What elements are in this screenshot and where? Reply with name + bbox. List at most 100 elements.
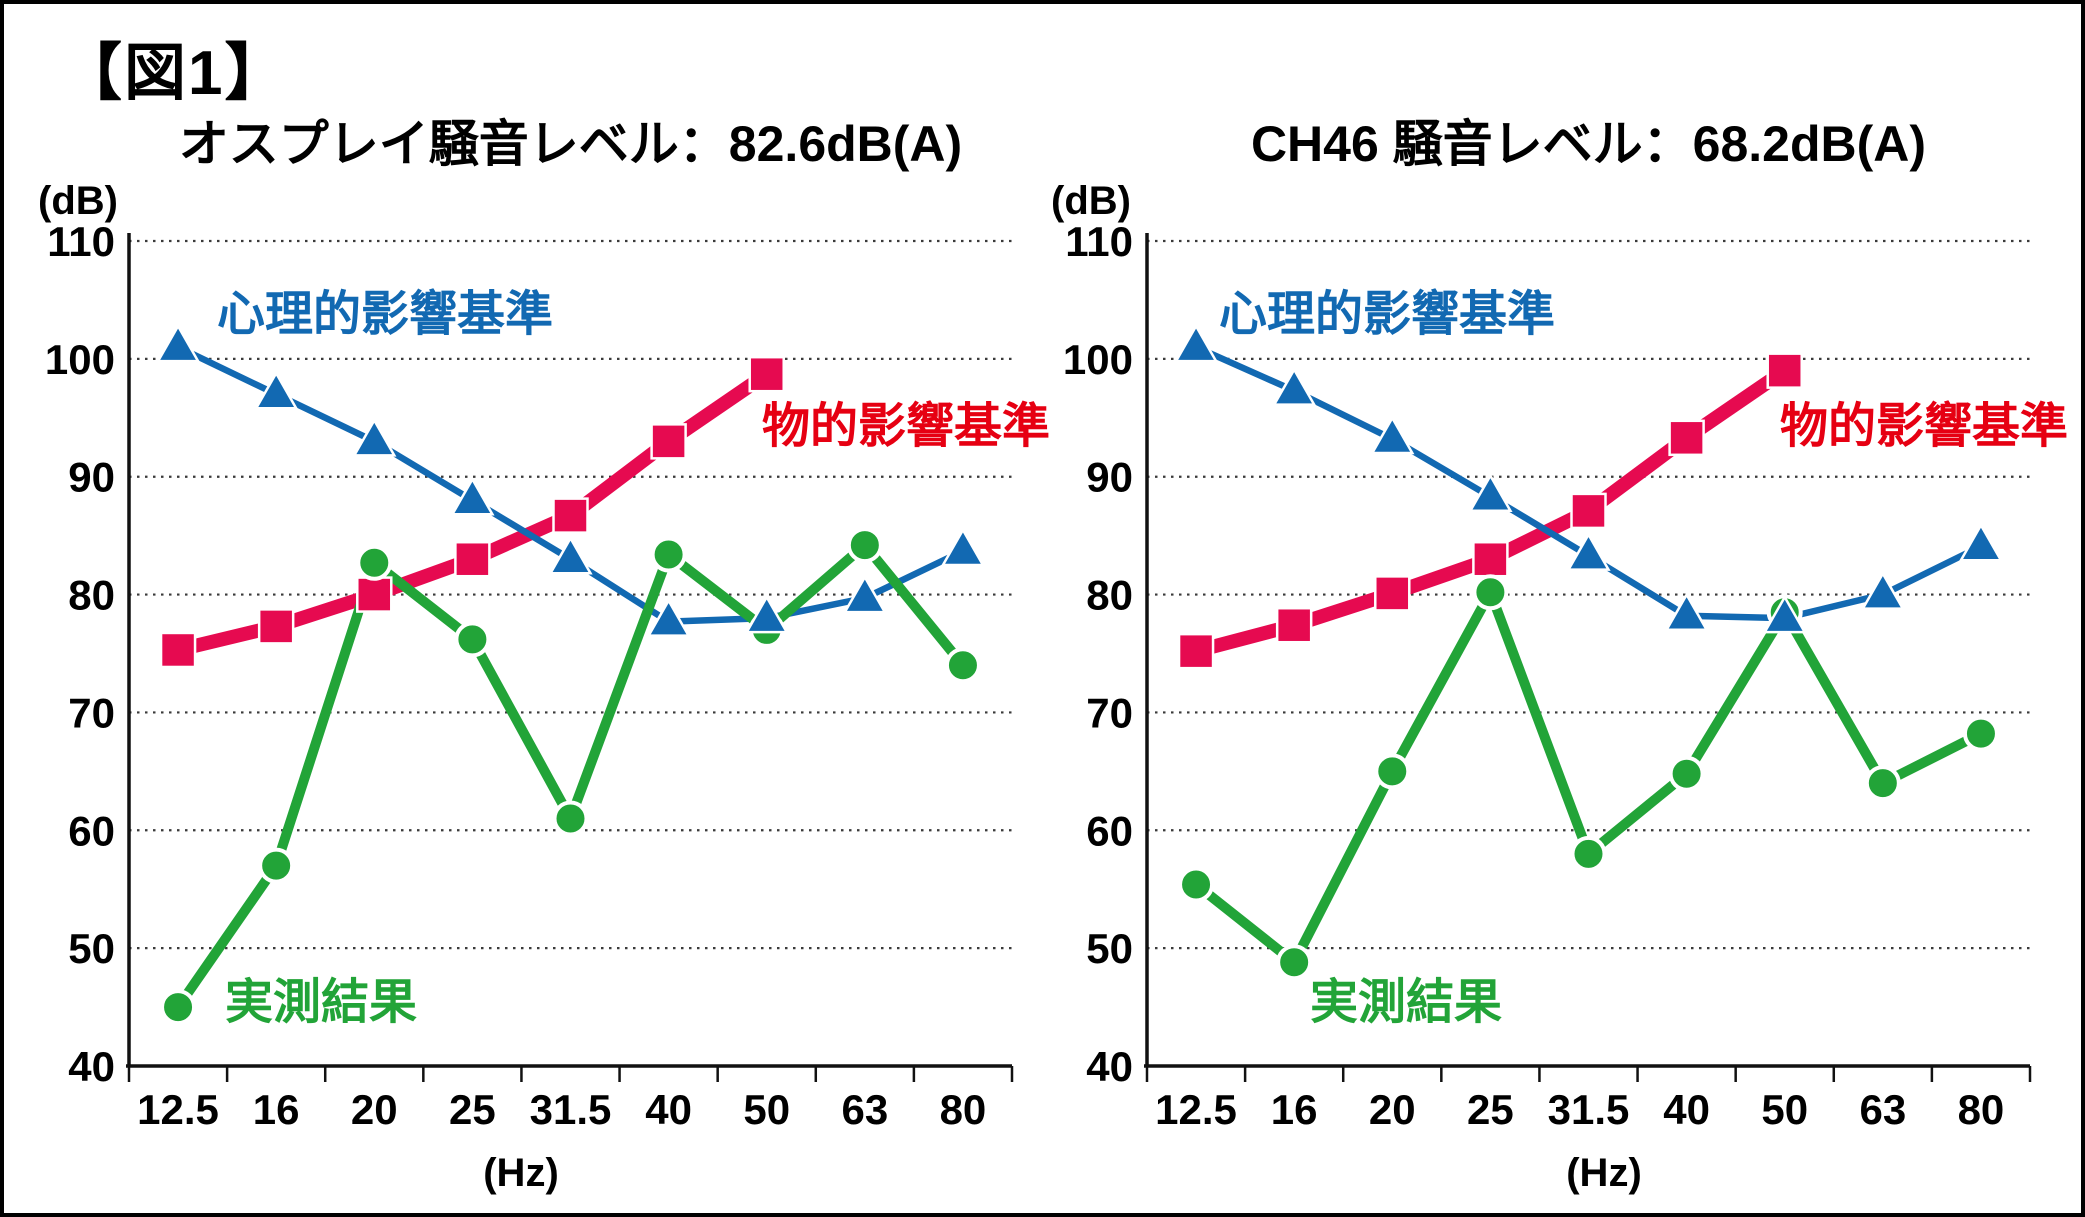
y-tick-label-110: 110 <box>1065 218 1133 265</box>
y-tick-label-50: 50 <box>1086 925 1133 972</box>
series-label-measured: 実測結果 <box>1310 976 1502 1029</box>
marker-psych-50 <box>744 594 789 634</box>
marker-phys-40 <box>650 423 687 460</box>
series-label-psych: 心理的影響基準 <box>217 287 553 341</box>
y-tick-label-80: 80 <box>68 572 115 619</box>
chart-title-osprey: オスプレイ騒音レベル：82.6dB(A) <box>178 116 963 172</box>
x-unit-label: (Hz) <box>483 1151 559 1195</box>
marker-phys-20 <box>356 576 393 613</box>
marker-psych-63 <box>842 574 887 614</box>
marker-measured-20 <box>1374 753 1411 790</box>
series-label-phys: 物的影響基準 <box>762 399 1050 453</box>
marker-measured-31.5 <box>1570 835 1607 872</box>
marker-measured-63 <box>846 527 883 564</box>
x-tick-label-31.5: 31.5 <box>1548 1086 1630 1133</box>
chart-0 <box>126 233 1014 1082</box>
marker-psych-20 <box>352 417 397 457</box>
marker-measured-16 <box>1276 944 1313 981</box>
y-tick-label-90: 90 <box>1086 454 1133 501</box>
marker-psych-25 <box>450 476 495 516</box>
x-tick-label-31.5: 31.5 <box>530 1086 612 1133</box>
x-tick-label-80: 80 <box>1958 1086 2005 1133</box>
marker-measured-16 <box>258 847 295 884</box>
x-tick-label-16: 16 <box>1271 1086 1318 1133</box>
marker-psych-20 <box>1370 415 1415 455</box>
y-unit-label: (dB) <box>1051 179 1131 223</box>
x-tick-label-25: 25 <box>449 1086 496 1133</box>
y-tick-label-80: 80 <box>1086 572 1133 619</box>
charts-canvas: 40 50 60 70 80 90 100 110 12.5 16 20 25 31.5 40 50 63 80… <box>38 179 2068 1195</box>
marker-psych-63 <box>1860 571 1905 610</box>
marker-psych-31.5 <box>1566 532 1611 571</box>
y-tick-label-70: 70 <box>1086 689 1133 736</box>
marker-psych-40 <box>1664 592 1709 632</box>
marker-measured-31.5 <box>552 800 589 837</box>
y-tick-label-90: 90 <box>68 454 115 501</box>
x-tick-label-40: 40 <box>1663 1086 1710 1133</box>
marker-psych-40 <box>646 598 691 637</box>
marker-phys-50 <box>748 355 785 393</box>
marker-phys-50 <box>1766 352 1803 389</box>
x-unit-label: (Hz) <box>1566 1151 1642 1195</box>
marker-measured-80 <box>944 647 981 684</box>
x-tick-label-20: 20 <box>351 1086 398 1133</box>
marker-phys-12.5 <box>159 631 197 669</box>
chart-title-ch46: CH46 騒音レベル：68.2dB(A) <box>1250 116 1927 172</box>
x-tick-label-50: 50 <box>743 1086 790 1133</box>
series-label-psych: 心理的影響基準 <box>1219 287 1555 341</box>
x-tick-label-20: 20 <box>1369 1086 1416 1133</box>
marker-psych-16 <box>1272 367 1317 406</box>
marker-measured-63 <box>1864 765 1901 802</box>
y-tick-label-60: 60 <box>1086 807 1133 854</box>
marker-psych-80 <box>940 527 986 567</box>
marker-phys-12.5 <box>1177 632 1215 670</box>
marker-phys-25 <box>454 540 491 578</box>
marker-psych-31.5 <box>548 535 593 575</box>
series-line-psych <box>1192 343 1985 622</box>
marker-psych-12.5 <box>1173 323 1219 363</box>
y-tick-label-70: 70 <box>68 689 115 736</box>
figure-label: 【図1】 <box>60 39 289 108</box>
x-tick-label-63: 63 <box>841 1086 888 1133</box>
marker-phys-31.5 <box>1570 492 1607 530</box>
marker-phys-20 <box>1374 575 1411 612</box>
x-tick-label-12.5: 12.5 <box>137 1086 219 1133</box>
x-tick-label-50: 50 <box>1761 1086 1808 1133</box>
marker-measured-25 <box>1472 574 1509 611</box>
y-tick-label-50: 50 <box>68 925 115 972</box>
chart-1 <box>1144 233 2032 1082</box>
y-tick-label-40: 40 <box>1086 1043 1133 1090</box>
marker-phys-25 <box>1472 540 1509 578</box>
marker-measured-12.5 <box>160 989 197 1026</box>
series-line-measured <box>1191 587 1986 968</box>
marker-psych-50 <box>1762 594 1807 634</box>
marker-phys-40 <box>1668 419 1705 457</box>
y-tick-label-100: 100 <box>1063 336 1133 383</box>
x-tick-label-25: 25 <box>1467 1086 1514 1133</box>
y-unit-label: (dB) <box>38 179 118 223</box>
marker-phys-16 <box>1275 606 1313 644</box>
marker-phys-16 <box>257 608 295 645</box>
x-tick-label-40: 40 <box>645 1086 692 1133</box>
marker-phys-31.5 <box>552 497 589 534</box>
x-tick-label-16: 16 <box>253 1086 300 1133</box>
marker-measured-20 <box>356 544 393 581</box>
x-tick-label-12.5: 12.5 <box>1155 1086 1237 1133</box>
y-tick-label-40: 40 <box>68 1043 115 1090</box>
series-line-psych <box>174 343 967 625</box>
marker-psych-80 <box>1958 522 2004 562</box>
marker-psych-16 <box>254 370 299 410</box>
marker-psych-25 <box>1468 473 1513 512</box>
marker-measured-25 <box>454 621 491 658</box>
x-tick-label-80: 80 <box>940 1086 987 1133</box>
marker-measured-40 <box>1668 755 1705 792</box>
marker-psych-12.5 <box>155 323 201 363</box>
y-tick-label-110: 110 <box>47 218 115 265</box>
x-tick-label-63: 63 <box>1859 1086 1906 1133</box>
series-label-phys: 物的影響基準 <box>1780 399 2068 453</box>
marker-measured-12.5 <box>1178 866 1215 903</box>
marker-measured-40 <box>650 536 687 573</box>
marker-measured-80 <box>1962 715 1999 752</box>
y-tick-label-100: 100 <box>45 336 115 383</box>
